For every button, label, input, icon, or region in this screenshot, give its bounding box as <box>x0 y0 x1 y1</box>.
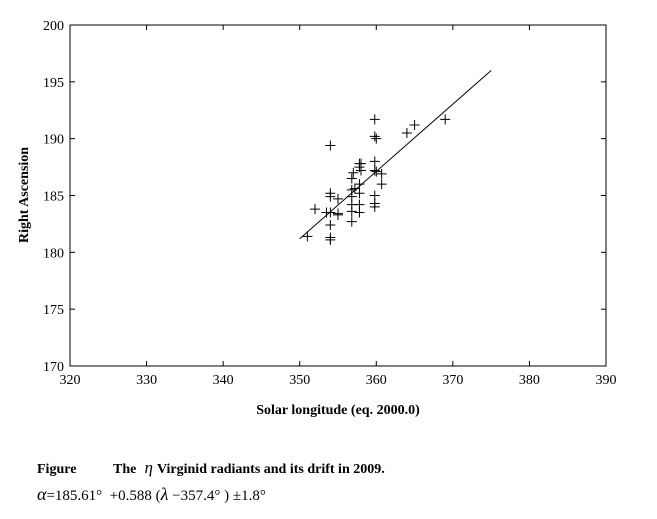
x-axis-title: Solar longitude (eq. 2000.0) <box>256 403 420 418</box>
x-tick-label: 370 <box>442 373 463 388</box>
data-point <box>369 156 380 167</box>
drift-formula: α=185.61° +0.588 (λ −357.4° ) ±1.8° <box>37 484 266 505</box>
x-tick-label: 330 <box>136 373 157 388</box>
x-tick-label: 350 <box>289 373 310 388</box>
data-point <box>369 201 380 212</box>
formula-part1: =185.61° +0.588 ( <box>46 488 161 504</box>
data-point <box>349 183 360 194</box>
formula-lambda-symbol: λ <box>160 484 169 504</box>
data-point <box>369 131 380 142</box>
data-point <box>346 173 357 184</box>
caption-eta-symbol: η <box>144 458 153 477</box>
data-point <box>376 168 387 179</box>
y-tick-label: 185 <box>43 190 64 205</box>
y-axis: 170 175 180 185 190 195 200 <box>43 19 606 375</box>
data-point <box>369 114 380 125</box>
x-tick-label: 360 <box>366 373 387 388</box>
y-tick-label: 200 <box>43 19 64 34</box>
data-point <box>325 220 336 231</box>
data-point <box>325 234 336 245</box>
data-points-layer <box>302 114 451 245</box>
formula-alpha-symbol: α <box>37 484 47 504</box>
data-point <box>440 114 451 125</box>
caption-text: Virginid radiants and its drift in 2009. <box>156 462 385 477</box>
data-point <box>325 207 336 218</box>
y-tick-label: 180 <box>43 246 64 261</box>
data-point <box>346 206 357 217</box>
data-point <box>333 209 343 220</box>
data-point <box>371 133 382 144</box>
data-point <box>376 179 387 190</box>
caption-label: Figure <box>37 462 77 477</box>
data-point <box>409 120 420 131</box>
data-point <box>302 231 313 242</box>
x-tick-label: 320 <box>60 373 81 388</box>
x-tick-label: 340 <box>213 373 234 388</box>
data-point <box>310 204 321 215</box>
y-axis-title: Right Ascension <box>17 147 32 243</box>
data-point <box>355 165 366 176</box>
x-axis: 320 330 340 350 360 370 380 390 <box>60 25 617 388</box>
scatter-chart: 320 330 340 350 360 370 380 390 170 175 180 185 190… <box>17 19 617 418</box>
formula-part2: −357.4° ) ±1.8° <box>168 488 266 504</box>
fit-line <box>299 70 492 240</box>
data-point <box>325 140 336 151</box>
figure-caption: Figure The η Virginid radiants and its dri… <box>37 458 385 478</box>
data-point <box>325 191 336 202</box>
data-point <box>369 165 380 176</box>
y-tick-label: 190 <box>43 133 64 148</box>
x-tick-label: 380 <box>519 373 540 388</box>
y-tick-label: 195 <box>43 76 64 91</box>
data-point <box>348 167 359 178</box>
fit-line-layer <box>299 70 492 240</box>
data-point <box>401 127 412 138</box>
y-tick-label: 170 <box>43 360 64 375</box>
data-point <box>371 166 382 177</box>
caption-the: The <box>113 462 137 477</box>
data-point <box>354 207 365 218</box>
y-tick-label: 175 <box>43 303 64 318</box>
x-tick-label: 390 <box>596 373 617 388</box>
data-point <box>346 216 357 227</box>
data-point <box>354 179 365 190</box>
data-point <box>354 188 365 199</box>
data-point <box>333 193 343 204</box>
